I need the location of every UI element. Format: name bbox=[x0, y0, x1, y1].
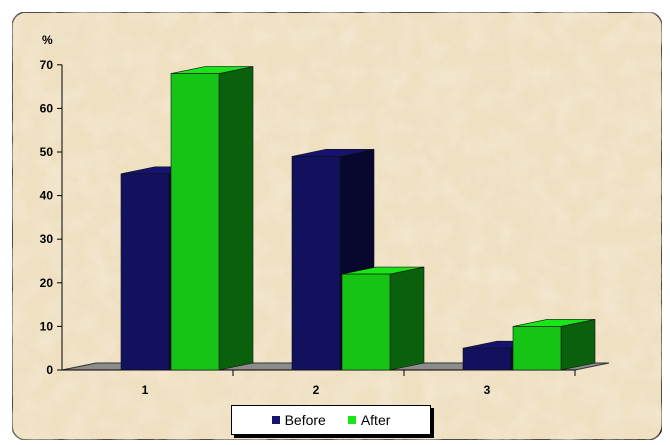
x-tick-label: 3 bbox=[484, 383, 491, 397]
legend-entry-after: After bbox=[347, 412, 391, 428]
bar-side-face bbox=[389, 266, 425, 371]
bar-side-face bbox=[218, 66, 254, 371]
bar-front-face bbox=[170, 73, 220, 371]
y-tick-label: 70 bbox=[40, 58, 54, 72]
bar-front-face bbox=[512, 326, 562, 371]
bar-side-face bbox=[560, 319, 596, 371]
x-tick-label: 1 bbox=[142, 383, 149, 397]
y-tick-label: 0 bbox=[46, 363, 53, 377]
y-tick-label: 20 bbox=[40, 276, 54, 290]
bar-front-face bbox=[291, 156, 341, 371]
legend-label: After bbox=[360, 412, 391, 428]
bar-after-1 bbox=[170, 66, 254, 371]
bar-after-3 bbox=[512, 319, 596, 371]
y-tick-label: 10 bbox=[40, 319, 54, 333]
bar-front-face bbox=[341, 273, 391, 371]
bar-front-face bbox=[120, 173, 170, 371]
legend: Before After bbox=[231, 405, 431, 435]
legend-swatch bbox=[271, 416, 280, 424]
bar-front-face bbox=[462, 347, 512, 371]
y-tick-label: 40 bbox=[40, 189, 54, 203]
bar-after-2 bbox=[341, 266, 425, 371]
y-tick-label: 60 bbox=[40, 101, 54, 115]
y-tick-label: 30 bbox=[40, 232, 54, 246]
legend-entry-before: Before bbox=[271, 412, 326, 428]
legend-swatch bbox=[347, 416, 356, 424]
y-tick-label: 50 bbox=[40, 145, 54, 159]
x-tick-label: 2 bbox=[313, 383, 320, 397]
legend-label: Before bbox=[284, 412, 326, 428]
y-axis-label: % bbox=[42, 33, 53, 47]
